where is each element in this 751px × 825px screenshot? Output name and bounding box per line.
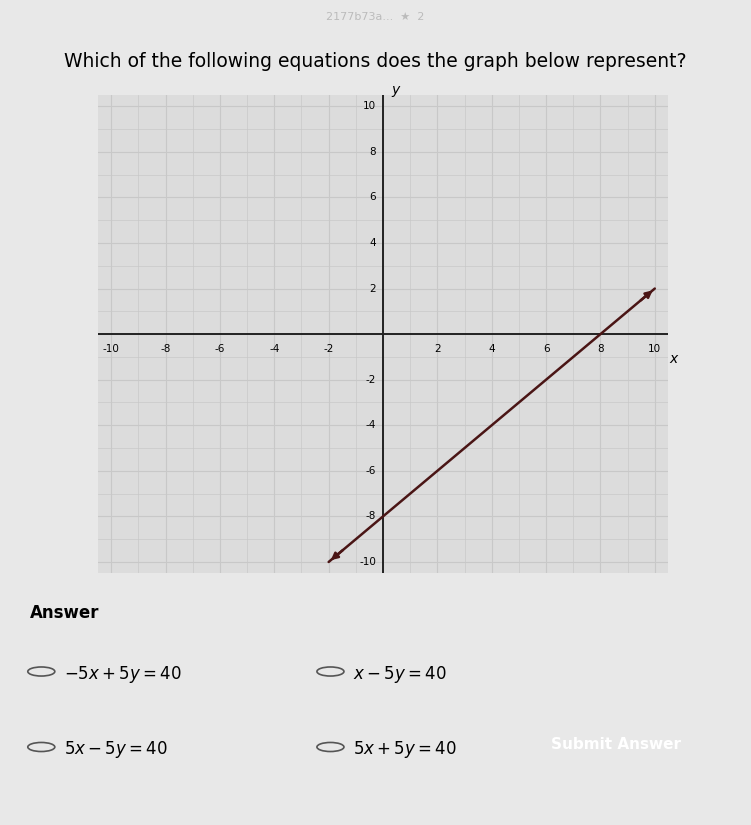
Text: 4: 4 — [369, 238, 376, 248]
Text: Which of the following equations does the graph below represent?: Which of the following equations does th… — [65, 52, 686, 71]
Text: 8: 8 — [369, 147, 376, 157]
Text: -10: -10 — [359, 557, 376, 567]
Text: -6: -6 — [215, 344, 225, 355]
Text: -2: -2 — [324, 344, 334, 355]
Text: $5x+5y=40$: $5x+5y=40$ — [353, 739, 457, 760]
Text: 2: 2 — [369, 284, 376, 294]
Text: 2177b73a...  ★  2: 2177b73a... ★ 2 — [327, 12, 424, 22]
Text: 2: 2 — [434, 344, 441, 355]
Text: -2: -2 — [366, 375, 376, 384]
Text: $5x-5y=40$: $5x-5y=40$ — [64, 739, 167, 760]
Text: -6: -6 — [366, 466, 376, 476]
Text: x: x — [670, 352, 678, 366]
Text: 6: 6 — [369, 192, 376, 202]
Text: y: y — [391, 83, 400, 97]
Text: 6: 6 — [543, 344, 550, 355]
Text: Submit Answer: Submit Answer — [550, 737, 681, 752]
Text: 10: 10 — [363, 101, 376, 111]
Text: $x-5y=40$: $x-5y=40$ — [353, 663, 447, 685]
Text: 4: 4 — [488, 344, 495, 355]
Text: -4: -4 — [269, 344, 279, 355]
Text: -8: -8 — [366, 512, 376, 521]
Text: $-5x+5y=40$: $-5x+5y=40$ — [64, 663, 182, 685]
Text: 8: 8 — [597, 344, 604, 355]
Text: -4: -4 — [366, 420, 376, 431]
Text: -8: -8 — [161, 344, 170, 355]
Text: -10: -10 — [103, 344, 119, 355]
Text: 10: 10 — [648, 344, 662, 355]
Text: Answer: Answer — [30, 604, 100, 621]
